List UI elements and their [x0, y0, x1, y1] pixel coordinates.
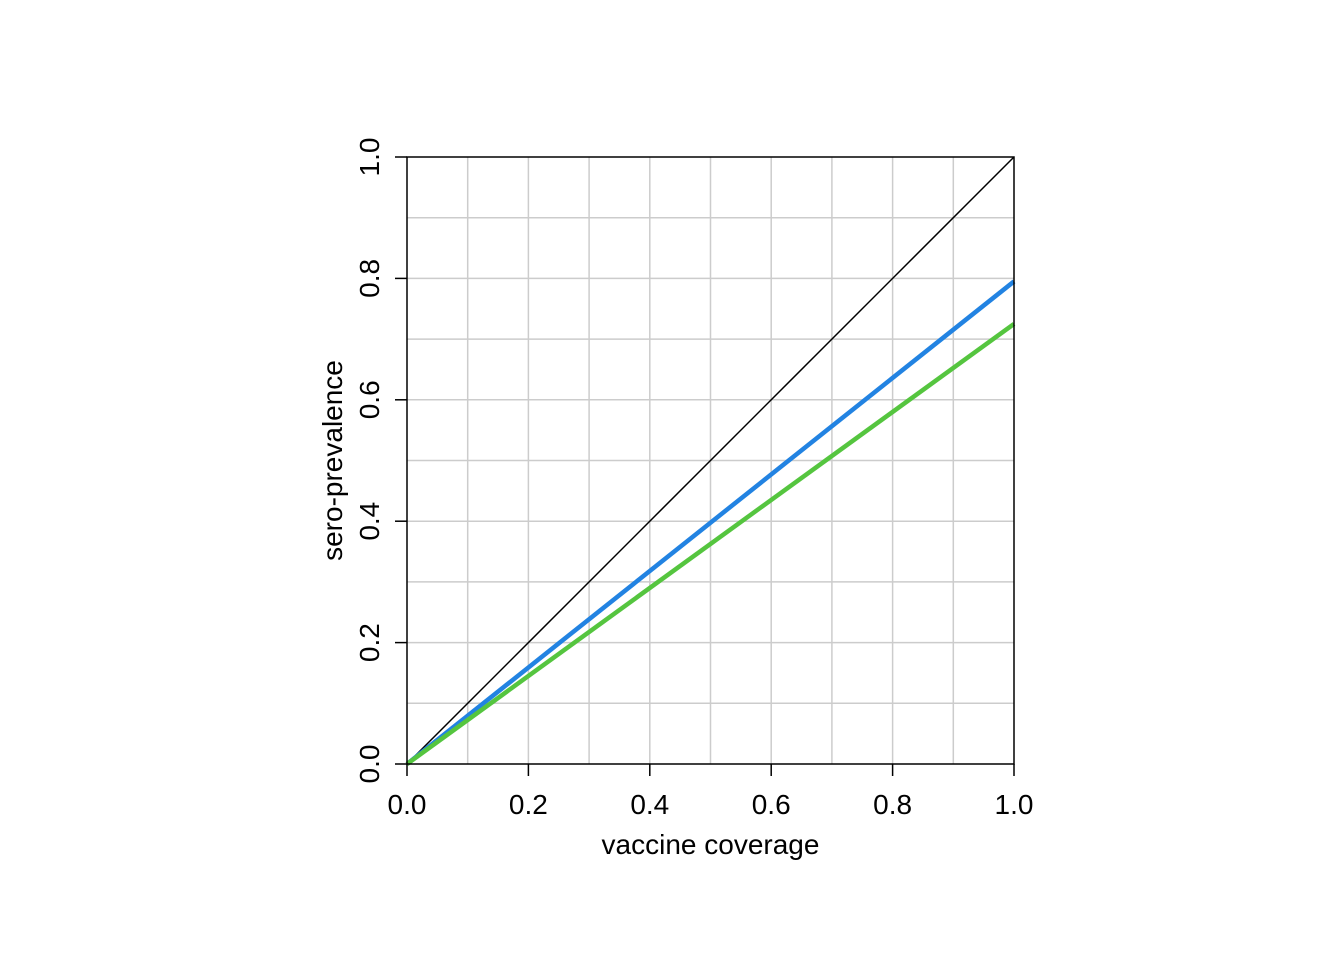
- y-tick-label: 0.4: [354, 502, 385, 541]
- y-tick-label: 1.0: [354, 138, 385, 177]
- plot-frame: [406, 156, 1015, 765]
- x-tick-label: 1.0: [995, 789, 1034, 820]
- y-axis-label: sero-prevalence: [317, 360, 348, 561]
- y-tick-label: 0.6: [354, 380, 385, 419]
- x-tick-label: 0.0: [388, 789, 427, 820]
- x-axis-label: vaccine coverage: [602, 829, 820, 860]
- y-tick-label: 0.8: [354, 259, 385, 298]
- x-tick-label: 0.6: [752, 789, 791, 820]
- series-line-1: [406, 156, 1015, 765]
- x-axis: 0.0 0.2 0.4 0.6 0.8 1.0: [388, 764, 1034, 820]
- series-layer: [405, 156, 1016, 766]
- y-tick-label: 0.2: [354, 623, 385, 662]
- x-tick-label: 0.8: [873, 789, 912, 820]
- series-line-2: [405, 279, 1016, 766]
- x-tick-label: 0.4: [630, 789, 669, 820]
- y-axis: 0.0 0.2 0.4 0.6 0.8 1.0: [354, 138, 407, 784]
- series-line-3: [405, 322, 1016, 766]
- x-tick-label: 0.2: [509, 789, 548, 820]
- y-tick-label: 0.0: [354, 745, 385, 784]
